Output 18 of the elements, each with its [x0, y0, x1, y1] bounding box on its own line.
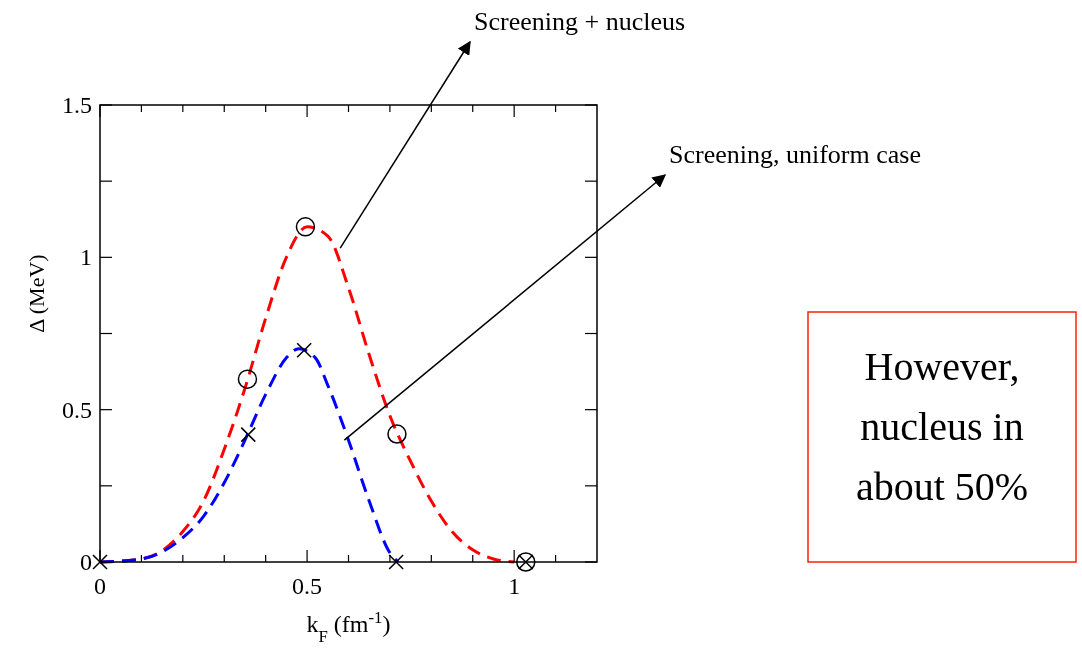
x-tick-label: 0.5	[292, 573, 323, 599]
annotation: Screening + nucleus	[474, 7, 686, 36]
point	[92, 554, 108, 570]
y-tick-label: 0.5	[62, 396, 92, 423]
annotation: Screening, uniform case	[669, 140, 921, 169]
y-axis-title: Δ (MeV)	[24, 254, 49, 333]
point	[388, 554, 404, 570]
point	[387, 424, 407, 444]
point	[295, 217, 316, 237]
y-tick-label: 1.5	[62, 92, 92, 118]
point	[240, 426, 257, 443]
x-axis-title: k$_{F}$ (fm$^{-1}$)	[306, 607, 391, 646]
point	[296, 342, 312, 359]
y-tick-label: 0	[80, 549, 92, 575]
x-tick-label: 1	[508, 573, 521, 599]
text: However, nucleus in about 50%	[855, 344, 1029, 509]
y-tick-label: 1	[80, 244, 92, 271]
point	[237, 369, 258, 389]
